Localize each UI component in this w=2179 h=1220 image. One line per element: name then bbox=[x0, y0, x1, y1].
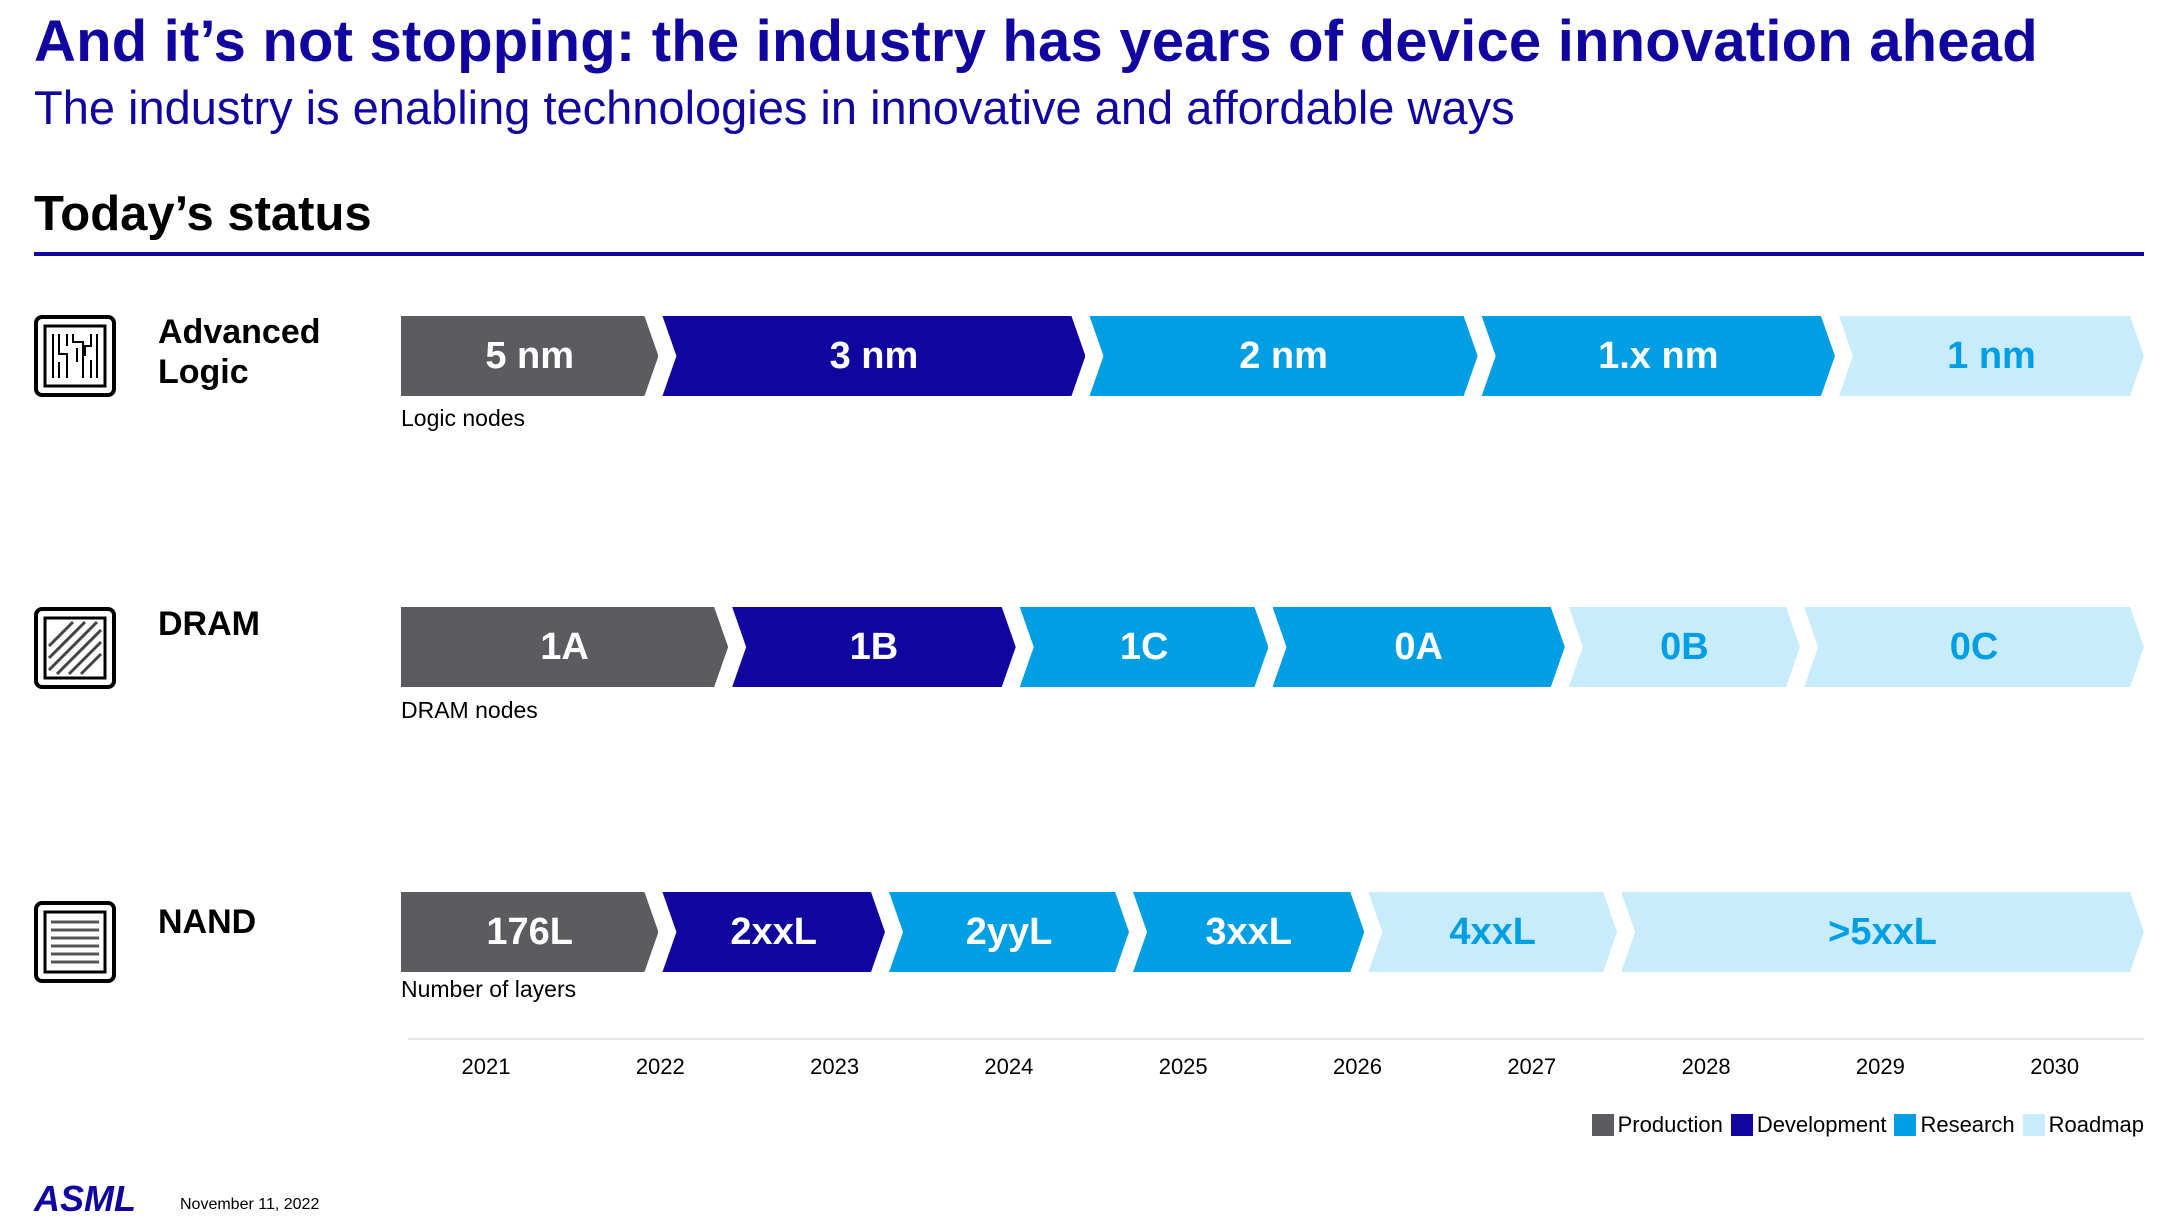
node-chevron-1a: 1A bbox=[401, 607, 728, 687]
row-label-dram: DRAM bbox=[158, 605, 260, 643]
row-label-line2: Logic bbox=[158, 353, 249, 391]
page-subtitle: The industry is enabling technologies in… bbox=[34, 81, 1515, 134]
legend-item-production: Production bbox=[1591, 1112, 1723, 1138]
nand-layers-caption: Number of layers bbox=[401, 976, 577, 1002]
node-chevron-1b: 1B bbox=[732, 607, 1016, 687]
year-label: 2027 bbox=[1507, 1054, 1557, 1079]
page-title: And it’s not stopping: the industry has … bbox=[34, 9, 2038, 74]
year-label: 2022 bbox=[635, 1054, 685, 1079]
dram-chip-icon bbox=[33, 606, 117, 690]
legend-swatch-roadmap bbox=[2022, 1114, 2045, 1136]
node-chevron-1-x-nm: 1.x nm bbox=[1482, 316, 1835, 396]
year-label: 2024 bbox=[984, 1054, 1034, 1079]
year-label: 2025 bbox=[1158, 1054, 1208, 1079]
row-label-line1: Advanced bbox=[158, 313, 321, 351]
node-chevron-1-nm: 1 nm bbox=[1839, 316, 2144, 396]
legend-swatch-development bbox=[1730, 1114, 1753, 1136]
row-label-nand: NAND bbox=[158, 903, 257, 941]
node-chevron-1c: 1C bbox=[1020, 607, 1269, 687]
node-chevron--5xxl: >5xxL bbox=[1621, 892, 2144, 972]
node-chevron-176l: 176L bbox=[401, 892, 658, 972]
dram-nodes-caption: DRAM nodes bbox=[401, 697, 538, 723]
node-chevron-0a: 0A bbox=[1273, 607, 1565, 687]
node-chevron-3-nm: 3 nm bbox=[662, 316, 1085, 396]
legend-item-research: Research bbox=[1894, 1112, 2015, 1138]
row-label-advanced-logic: Advanced Logic bbox=[158, 312, 321, 392]
legend-label-development: Development bbox=[1756, 1112, 1887, 1137]
node-chevron-3xxl: 3xxL bbox=[1133, 892, 1364, 972]
legend-label-research: Research bbox=[1920, 1112, 2015, 1137]
node-chevron-4xxl: 4xxL bbox=[1368, 892, 1617, 972]
year-label: 2028 bbox=[1681, 1054, 1731, 1079]
legend-label-production: Production bbox=[1617, 1112, 1723, 1137]
year-label: 2029 bbox=[1855, 1054, 1905, 1079]
legend: Production Development Research Roadmap bbox=[1591, 1112, 2144, 1138]
year-label: 2030 bbox=[2030, 1054, 2080, 1079]
node-chevron-0b: 0B bbox=[1569, 607, 1800, 687]
legend-item-roadmap: Roadmap bbox=[2022, 1112, 2144, 1138]
node-chevron-0c: 0C bbox=[1804, 607, 2144, 687]
legend-swatch-research bbox=[1894, 1114, 1917, 1136]
year-label: 2026 bbox=[1333, 1054, 1382, 1079]
asml-logo: ASML bbox=[34, 1178, 136, 1219]
legend-item-development: Development bbox=[1730, 1112, 1887, 1138]
year-label: 2021 bbox=[461, 1054, 511, 1079]
section-heading: Today’s status bbox=[34, 187, 372, 241]
node-chevron-2yyl: 2yyL bbox=[889, 892, 1129, 972]
footer-date: November 11, 2022 bbox=[180, 1196, 320, 1213]
logic-nodes-caption: Logic nodes bbox=[401, 405, 526, 431]
timeline-axis bbox=[408, 1038, 2144, 1040]
nand-chip-icon bbox=[33, 900, 117, 984]
node-chevron-2xxl: 2xxL bbox=[662, 892, 885, 972]
node-chevron-5-nm: 5 nm bbox=[401, 316, 658, 396]
year-label: 2023 bbox=[810, 1054, 860, 1079]
legend-swatch-production bbox=[1591, 1114, 1614, 1136]
logic-chip-icon bbox=[33, 314, 117, 398]
section-divider bbox=[34, 252, 2144, 256]
node-chevron-2-nm: 2 nm bbox=[1089, 316, 1477, 396]
legend-label-roadmap: Roadmap bbox=[2048, 1112, 2144, 1137]
